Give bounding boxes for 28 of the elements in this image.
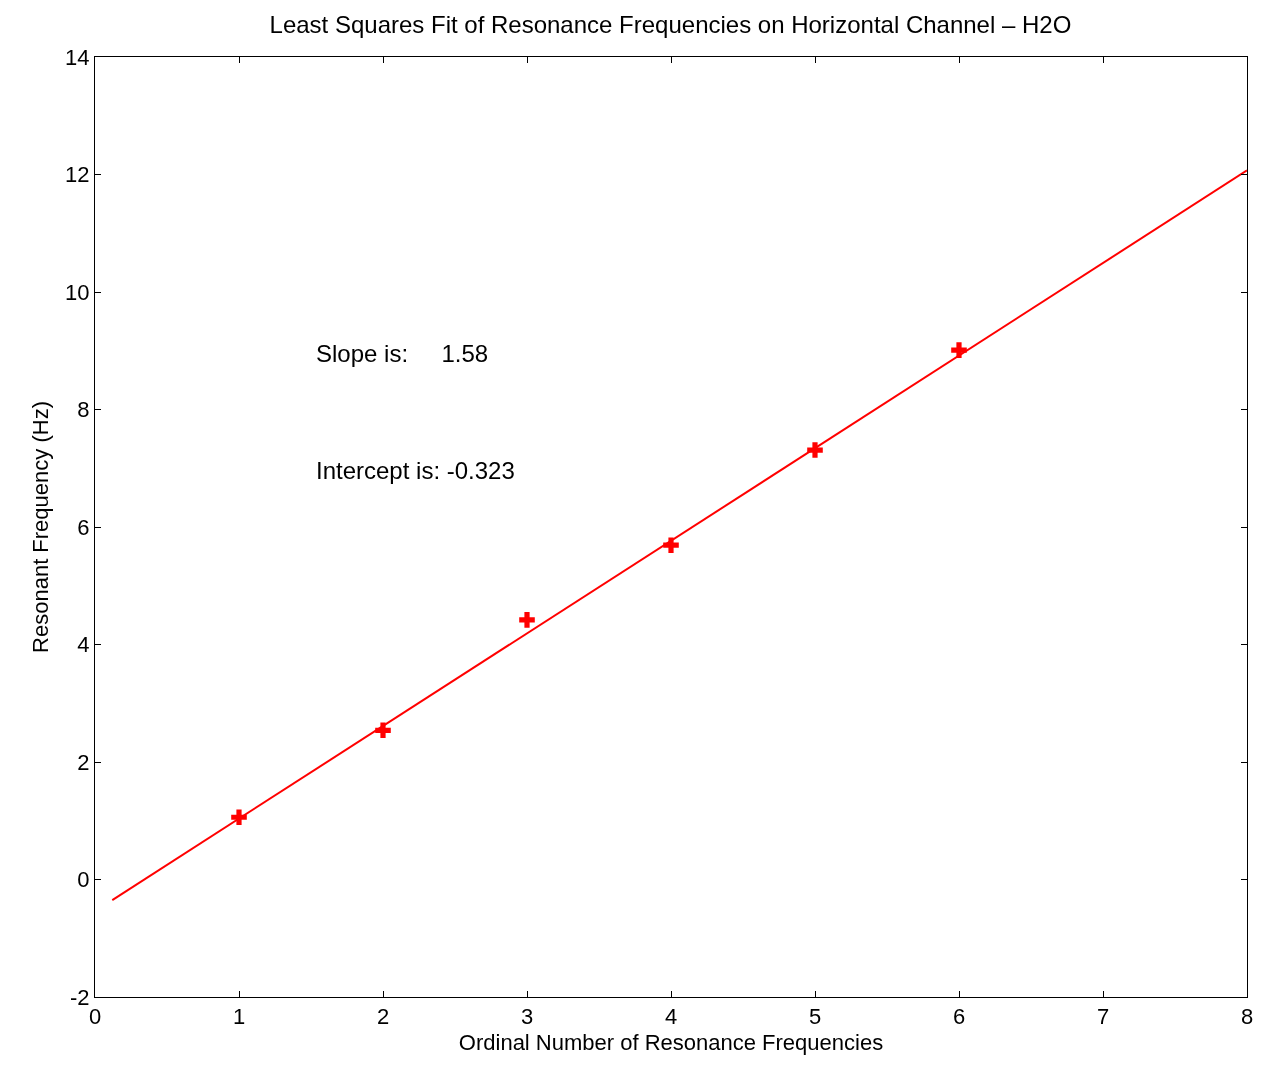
x-tick-label: 6 [952,1004,966,1030]
point [519,612,535,628]
y-tick-label: 8 [77,397,90,423]
x-tick-label: 5 [808,1004,822,1030]
point [231,809,247,826]
y-tick-label: 0 [77,867,90,893]
x-tick-label: 7 [1096,1004,1110,1030]
annotation: Slope is: 1.58 [316,340,489,367]
annotation: Intercept is: -0.323 [316,457,515,484]
point [663,537,679,554]
point [951,342,967,358]
y-tick-label: -2 [70,984,90,1010]
y-tick-label: 12 [65,162,90,188]
x-tick-label: 2 [376,1004,390,1030]
y-axis-title: Resonant Frequency (Hz) [27,401,53,653]
y-tick-label: 10 [65,279,90,305]
x-tick-label: 4 [664,1004,678,1030]
x-tick-label: 1 [232,1004,246,1030]
point [375,722,391,739]
y-tick-label: 6 [77,514,90,540]
x-tick-label: 8 [1240,1004,1254,1030]
x-axis-title: Ordinal Number of Resonance Frequencies [458,1030,884,1056]
y-tick-label: 14 [65,44,90,70]
y-tick-label: 2 [77,749,90,775]
chart-title: Least Squares Fit of Resonance Frequencies on Horizontal Channel – H2O [269,11,1072,38]
point [807,442,823,458]
x-tick-label: 3 [520,1004,534,1030]
y-tick-label: 4 [77,632,90,658]
